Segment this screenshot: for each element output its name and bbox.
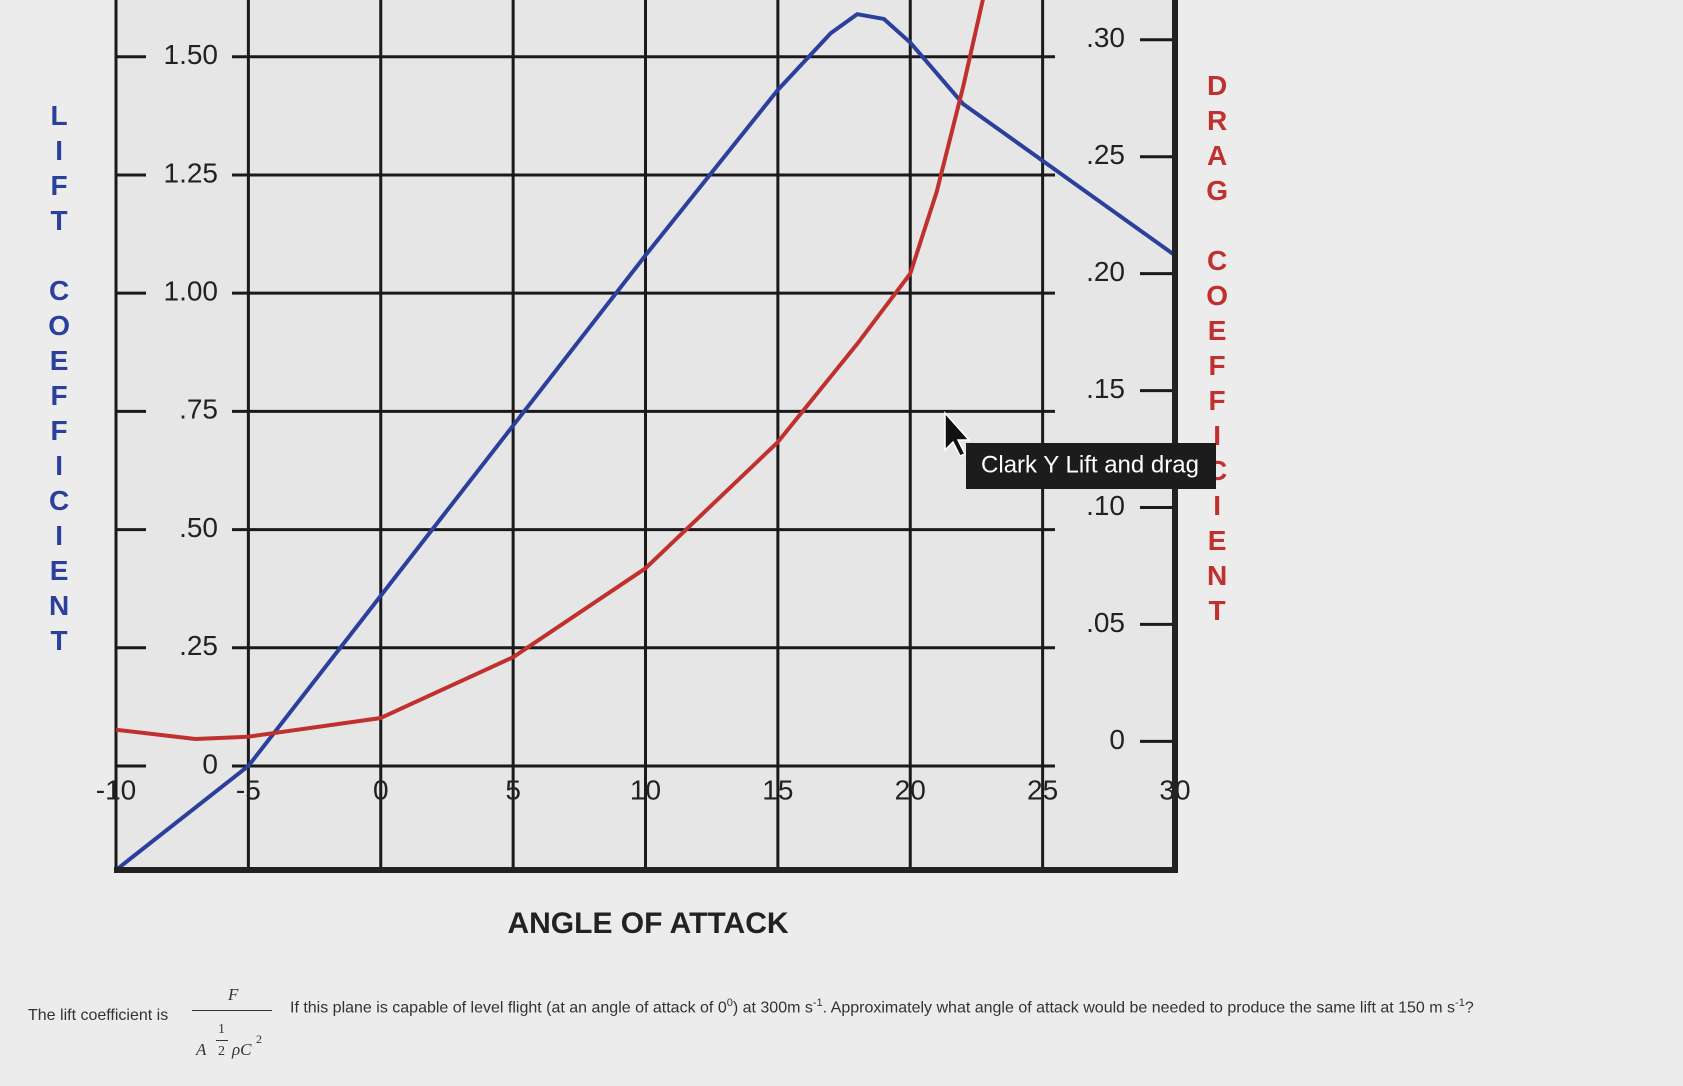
question-part: . Approximately what angle of attack wou… [822,999,1456,1017]
x-tick-label: -10 [96,774,136,805]
tooltip: Clark Y Lift and drag [981,451,1199,478]
y-tick-label: .50 [179,512,218,543]
x-tick-label: 5 [505,774,521,805]
formula-numerator: F [228,985,239,1004]
y2-axis-title: DRAG COEFFICIENT [1202,70,1233,630]
line-series [116,0,985,742]
x-tick-label: 20 [895,774,926,805]
y-tick-label: .75 [179,394,218,425]
question-part: ) at 300m s [732,999,813,1017]
formula-half-top: 1 [218,1022,225,1037]
line-series [116,12,1175,870]
superscript: 0 [726,997,733,1009]
y2-tick-label: .05 [1086,607,1125,638]
cursor [944,411,971,457]
x-tick-label: 25 [1027,774,1058,805]
formula-exponent: 2 [256,1032,262,1046]
fraction-bar [192,1010,272,1011]
y-axis-title: LIFT COEFFICIENT [44,100,75,660]
question-text: If this plane is capable of level flight… [290,997,1474,1017]
y-tick-label: 1.50 [164,39,219,70]
y2-tick-label: .30 [1086,22,1125,53]
question-intro: The lift coefficient is [28,1007,169,1024]
y-tick-label: .25 [179,630,218,661]
question-part: If this plane is capable of level flight… [290,999,727,1017]
y2-tick-label: .25 [1086,139,1125,170]
superscript: -1 [812,997,823,1009]
x-tick-label: 15 [762,774,793,805]
y-tick-label: 0 [202,748,218,779]
x-axis-title: ANGLE OF ATTACK [507,907,788,940]
superscript: -1 [1455,997,1465,1009]
y2-tick-label: .20 [1086,256,1125,287]
x-tick-label: -5 [236,774,261,805]
half-bar [216,1040,228,1041]
x-tick-label: 0 [373,774,389,805]
formula-area: A [196,1040,207,1059]
formula-rest: ρC [232,1040,252,1059]
x-tick-label: 10 [630,774,661,805]
question-part: ? [1464,999,1474,1017]
tooltip-box [966,443,1216,489]
y-tick-label: 1.25 [164,157,219,188]
y2-tick-label: .10 [1086,490,1125,521]
y2-tick-label: .15 [1086,373,1125,404]
y2-tick-label: 0 [1109,724,1125,755]
formula-half-bottom: 2 [218,1044,225,1059]
y-tick-label: 1.00 [164,276,219,307]
